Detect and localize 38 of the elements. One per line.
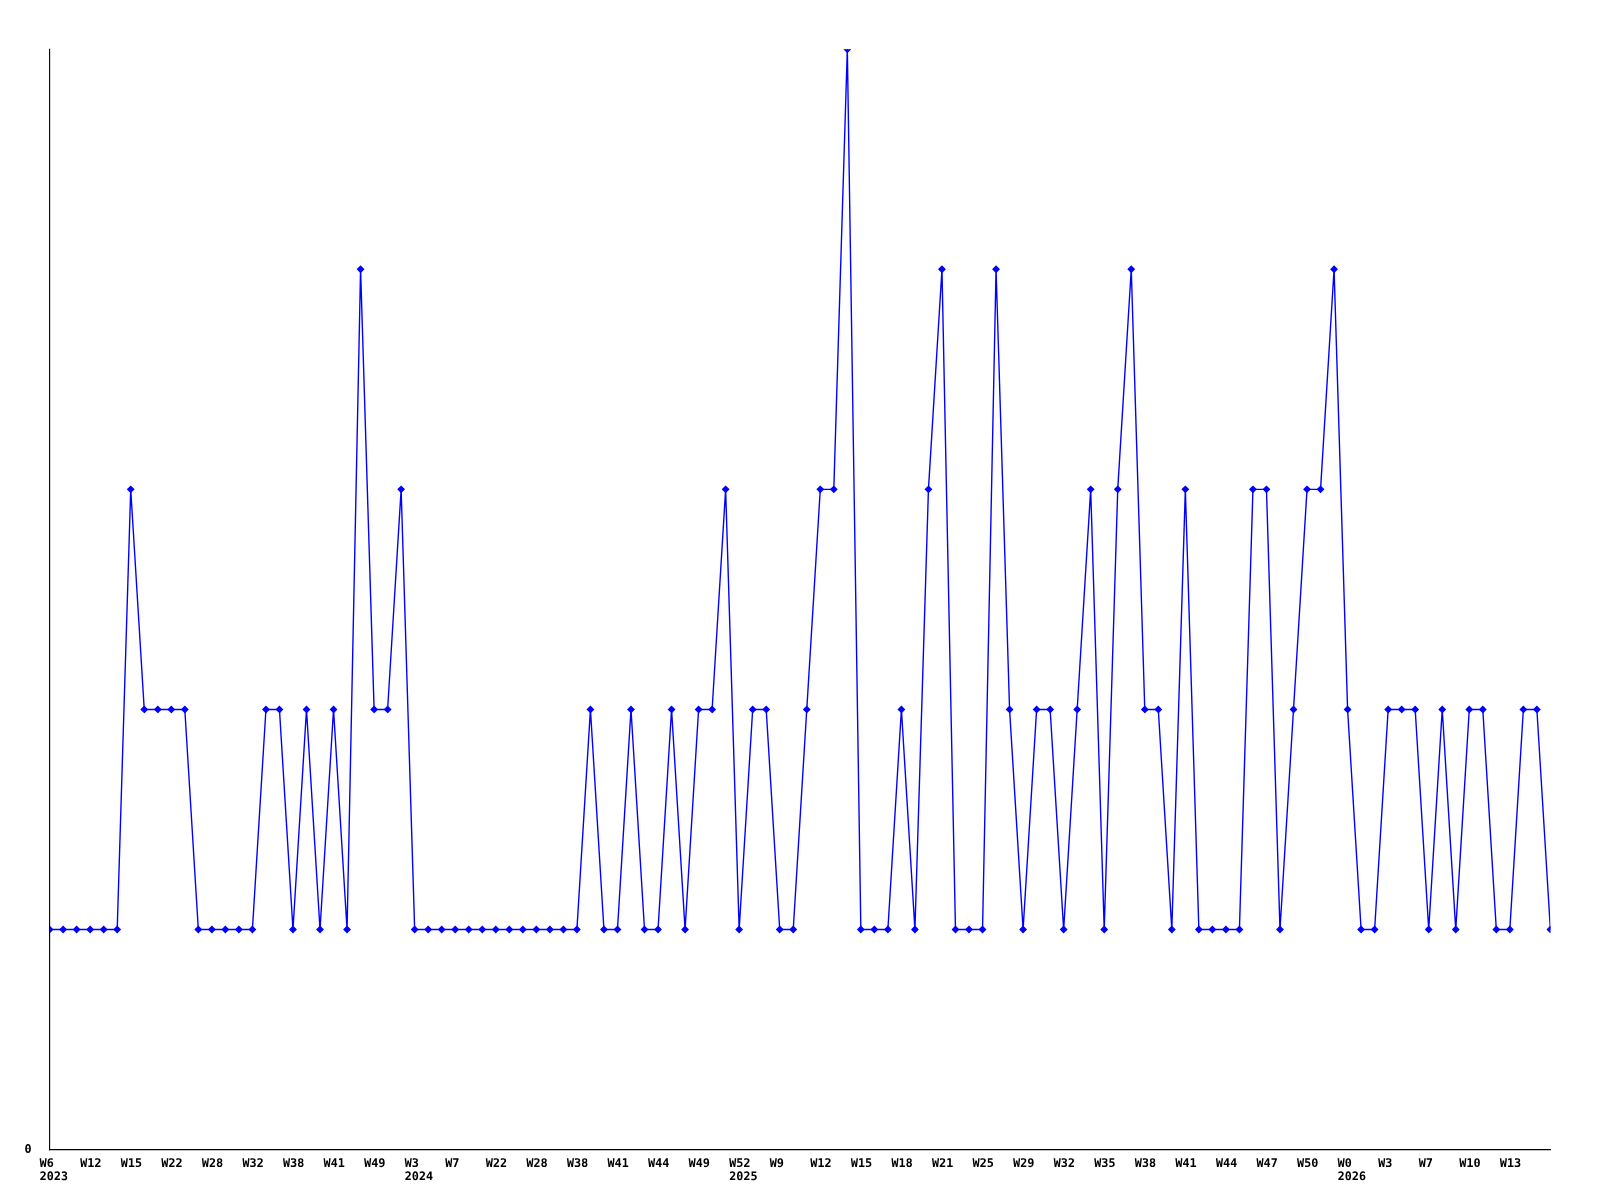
x-tick-label: W6 2023 (39, 1158, 68, 1181)
x-tick-label: W15 (120, 1158, 142, 1168)
x-tick-label: W3 (1378, 1158, 1392, 1168)
x-tick-label: W41 (607, 1158, 629, 1167)
x-tick-label: W35 (1094, 1158, 1115, 1168)
x-tick-label: W47 (1256, 1158, 1277, 1167)
x-tick-label: W29 (1013, 1158, 1034, 1168)
x-tick-label: W22 (161, 1158, 182, 1167)
x-tick-label: W28 (201, 1158, 223, 1168)
x-tick-label: W38 (566, 1158, 588, 1168)
x-tick-label: W3 2024 (404, 1158, 433, 1181)
x-tick-label: W32 (242, 1158, 263, 1168)
x-tick-label: W38 (1134, 1158, 1156, 1168)
x-tick-label: W18 (891, 1158, 912, 1168)
x-tick-label: W49 (364, 1158, 385, 1168)
text: 0 (25, 1144, 31, 1154)
x-tick-label: W12 (80, 1158, 101, 1167)
x-tick-label: W9 (769, 1158, 784, 1168)
x-tick-label: W38 (282, 1158, 304, 1168)
x-tick-label: W44 (648, 1158, 669, 1167)
x-tick-label: W21 (931, 1158, 953, 1167)
x-tick-label: W25 (972, 1158, 994, 1168)
x-tick-label: W0 2026 (1337, 1158, 1366, 1181)
x-tick-label: W28 (526, 1158, 547, 1168)
x-tick-label: W52 2025 (729, 1158, 757, 1181)
x-tick-label: W41 (1175, 1158, 1197, 1167)
x-tick-label: W44 (1215, 1158, 1237, 1167)
x-tick-label: W50 (1297, 1158, 1318, 1168)
x-tick-label: W12 (810, 1158, 831, 1167)
x-tick-label: W7 (445, 1158, 459, 1167)
x-tick-label: W7 (1418, 1158, 1433, 1167)
x-tick-label: W32 (1053, 1158, 1074, 1168)
x-tick-label: W10 (1459, 1158, 1480, 1168)
x-tick-label: W15 (850, 1158, 872, 1168)
x-tick-label: W22 (485, 1158, 507, 1167)
x-tick-label: W13 (1499, 1158, 1521, 1168)
x-tick-label: W49 (688, 1158, 710, 1168)
x-tick-label: W41 (323, 1158, 345, 1167)
